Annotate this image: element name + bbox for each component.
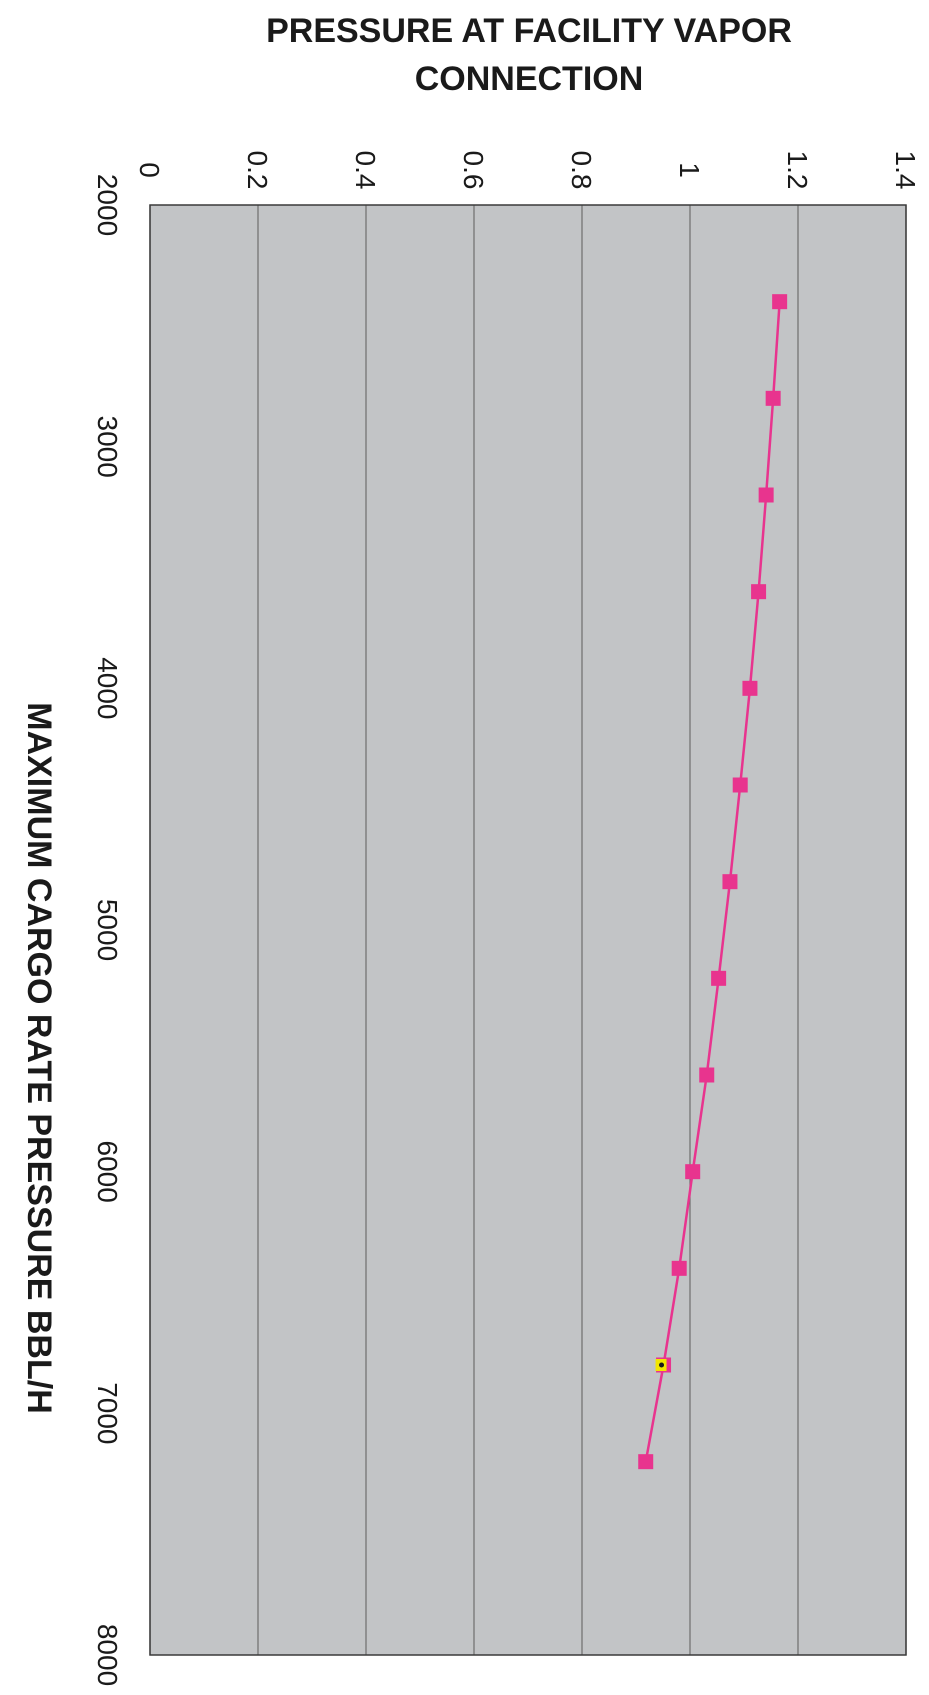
plot-area: 0 0.2 0.4 0.6 0.8 1 1.2 1.4 2000 3000 4000 5000 6000… xyxy=(92,151,921,1687)
data-point-12 xyxy=(638,1454,654,1470)
data-point-9 xyxy=(685,1164,701,1180)
y-tick-label-2: 0.4 xyxy=(350,151,381,190)
y-tick-label-6: 1.2 xyxy=(782,151,813,190)
x-axis-label: MAXIMUM CARGO RATE PRESSURE BBL/H xyxy=(20,702,58,1414)
data-point-10 xyxy=(671,1260,687,1276)
highlight-dot xyxy=(659,1362,665,1368)
x-tick-label-0: 2000 xyxy=(92,174,123,236)
x-tick-label-5: 7000 xyxy=(92,1382,123,1444)
plot-frame xyxy=(149,204,907,1656)
data-point-7 xyxy=(711,970,727,986)
y-tick-label-4: 0.8 xyxy=(566,151,597,190)
chart-title-line-1: PRESSURE AT FACILITY VAPOR xyxy=(266,12,792,50)
x-tick-label-6: 8000 xyxy=(92,1624,123,1686)
plot-background xyxy=(150,205,906,1655)
chart-title-line-2: CONNECTION xyxy=(415,60,644,98)
data-point-6 xyxy=(722,874,738,890)
y-tick-label-3: 0.6 xyxy=(458,151,489,190)
y-tick-label-0: 0 xyxy=(134,162,165,178)
y-tick-label-7: 1.4 xyxy=(890,151,921,190)
data-point-5 xyxy=(732,777,748,793)
data-point-0 xyxy=(772,294,788,310)
data-point-4 xyxy=(742,680,758,696)
x-tick-label-2: 4000 xyxy=(92,657,123,719)
data-point-8 xyxy=(699,1067,715,1083)
data-point-2 xyxy=(758,487,774,503)
x-tick-label-4: 6000 xyxy=(92,1141,123,1203)
y-tick-label-1: 0.2 xyxy=(242,151,273,190)
y-tick-label-5: 1 xyxy=(674,162,705,178)
data-point-3 xyxy=(751,584,767,600)
x-tick-label-1: 3000 xyxy=(92,416,123,478)
data-point-1 xyxy=(765,390,781,406)
x-tick-label-3: 5000 xyxy=(92,899,123,961)
